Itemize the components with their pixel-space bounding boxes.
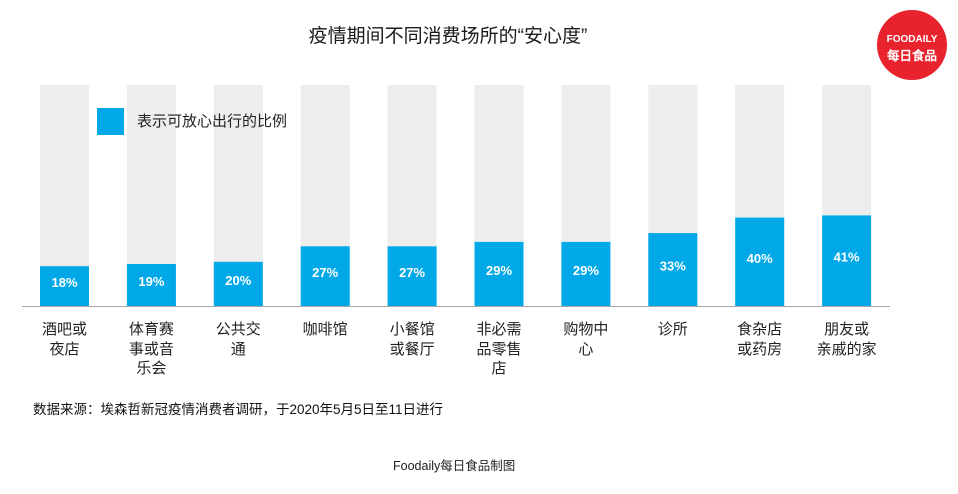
data-label: 19% <box>138 274 164 289</box>
legend-swatch <box>97 108 124 135</box>
data-label: 33% <box>660 259 686 274</box>
logo-text-en: FOODAILY <box>886 34 938 45</box>
data-bar <box>561 241 611 306</box>
logo-text-cn: 每日食品 <box>886 49 937 63</box>
category-label: 体育赛 事或音 乐会 <box>128 321 174 377</box>
data-label: 40% <box>747 251 773 266</box>
data-bar <box>474 241 524 306</box>
data-bar <box>40 266 89 306</box>
data-label: 27% <box>399 265 425 280</box>
data-label: 29% <box>486 263 512 278</box>
footer-credit: Foodaily每日食品制图 <box>393 459 516 473</box>
chart-title: 疫情期间不同消费场所的“安心度” <box>308 26 588 47</box>
data-bar <box>213 261 263 306</box>
data-bar <box>387 246 437 306</box>
category-label: 食杂店 或药房 <box>737 321 783 358</box>
data-label: 27% <box>312 265 338 280</box>
data-label: 20% <box>225 273 251 288</box>
category-label: 酒吧或 夜店 <box>41 321 87 358</box>
category-label: 朋友或 亲戚的家 <box>816 321 877 358</box>
data-bar <box>735 217 785 306</box>
category-label: 诊所 <box>657 321 688 338</box>
data-bar <box>648 233 698 306</box>
category-label: 小餐馆 或餐厅 <box>389 321 435 358</box>
brand-logo: FOODAILY 每日食品 <box>877 10 947 80</box>
category-label: 咖啡馆 <box>302 321 348 338</box>
category-label: 公共交 通 <box>215 321 261 358</box>
bars-layer: 18% 19% 20% 27% 27% 29% 29% 33% 40% 41% <box>40 85 872 306</box>
data-bar <box>126 264 176 306</box>
source-note: 数据来源：埃森哲新冠疫情消费者调研，于2020年5月5日至11日进行 <box>33 402 444 417</box>
legend-label: 表示可放心出行的比例 <box>137 113 288 130</box>
category-label: 购物中 心 <box>563 321 609 358</box>
data-bar <box>822 215 872 306</box>
data-label: 18% <box>51 275 77 290</box>
data-label: 29% <box>573 263 599 278</box>
category-label: 非必需 品零售 店 <box>476 321 522 377</box>
data-bar <box>300 246 350 306</box>
data-label: 41% <box>834 250 860 265</box>
